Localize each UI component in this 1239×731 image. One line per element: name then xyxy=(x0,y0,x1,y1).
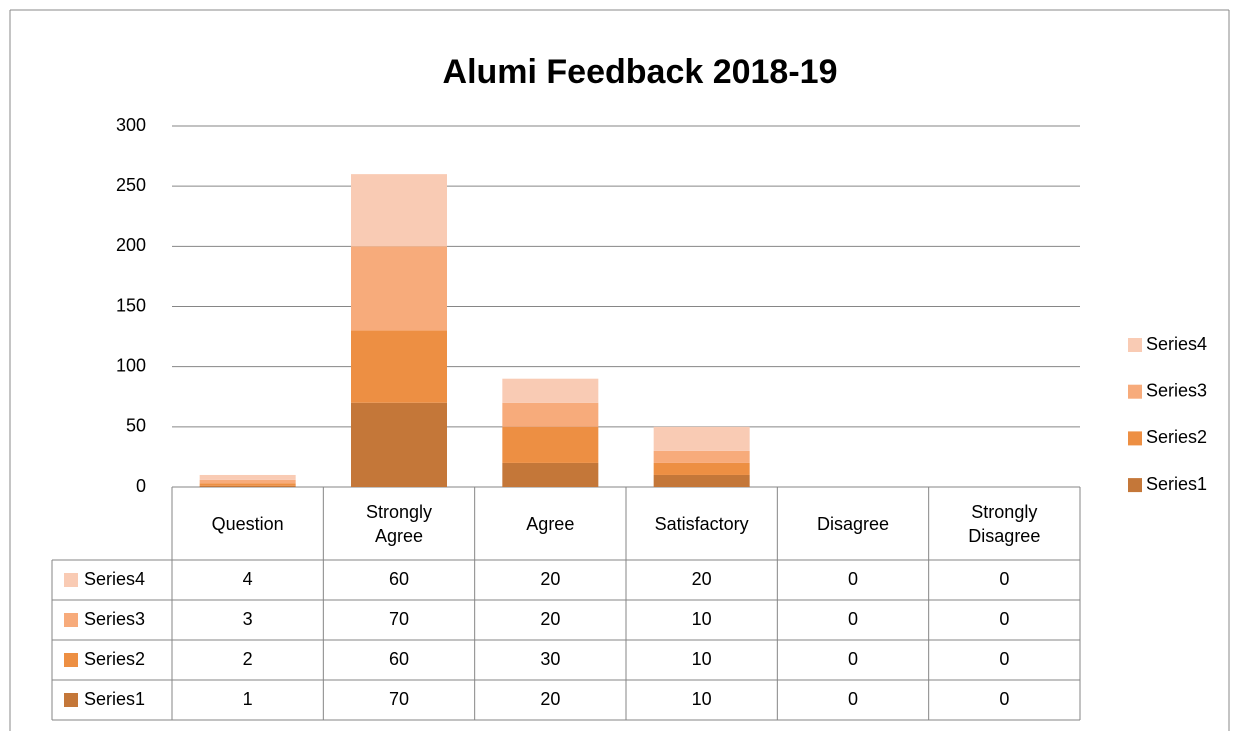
table-cell: 10 xyxy=(692,689,712,709)
y-tick-label: 50 xyxy=(126,416,146,436)
legend-swatch xyxy=(1128,431,1142,446)
x-tick-label: Disagree xyxy=(816,513,890,534)
legend-label: Series2 xyxy=(1146,427,1207,447)
bar-segment xyxy=(502,402,599,427)
table-cell: 10 xyxy=(692,649,712,669)
legend-swatch xyxy=(1128,478,1142,493)
table-cell: 20 xyxy=(692,569,712,589)
x-tick-label: Agree xyxy=(526,513,575,534)
table-swatch xyxy=(64,573,78,587)
table-swatch xyxy=(64,653,78,667)
table-series-name: Series1 xyxy=(84,689,145,709)
table-cell: 0 xyxy=(999,609,1009,629)
bar-segment xyxy=(653,462,750,475)
table-cell: 0 xyxy=(848,609,858,629)
x-tick-label: Satisfactory xyxy=(654,513,749,534)
legend-label: Series1 xyxy=(1146,474,1207,494)
table-cell: 10 xyxy=(692,609,712,629)
x-tick-label: Question xyxy=(211,513,284,534)
table-cell: 0 xyxy=(848,569,858,589)
table-cell: 0 xyxy=(999,569,1009,589)
y-tick-label: 300 xyxy=(116,115,146,135)
table-cell: 70 xyxy=(389,609,409,629)
x-tick-label: Strongly Disagree xyxy=(968,501,1041,546)
bar-segment xyxy=(351,402,447,487)
table-cell: 0 xyxy=(999,649,1009,669)
bar-segment xyxy=(502,378,599,403)
bar-segment xyxy=(199,485,296,487)
bar-segment xyxy=(502,462,599,487)
bar-segment xyxy=(653,474,750,487)
table-cell: 3 xyxy=(243,609,253,629)
table-cell: 60 xyxy=(389,569,409,589)
table-cell: 30 xyxy=(540,649,560,669)
table-cell: 0 xyxy=(848,689,858,709)
table-cell: 70 xyxy=(389,689,409,709)
y-tick-label: 150 xyxy=(116,295,146,315)
bar-segment xyxy=(199,483,296,486)
table-cell: 60 xyxy=(389,649,409,669)
table-cell: 2 xyxy=(243,649,253,669)
y-tick-label: 100 xyxy=(116,355,146,375)
y-tick-label: 0 xyxy=(136,476,146,496)
x-tick-label: Strongly Agree xyxy=(365,501,433,546)
table-series-name: Series3 xyxy=(84,609,145,629)
table-cell: 20 xyxy=(540,609,560,629)
table-series-name: Series2 xyxy=(84,649,145,669)
legend-swatch xyxy=(1128,384,1142,399)
table-cell: 20 xyxy=(540,569,560,589)
y-tick-label: 200 xyxy=(116,235,146,255)
legend-label: Series3 xyxy=(1146,380,1207,400)
legend-swatch xyxy=(1128,338,1142,352)
bar-segment xyxy=(653,426,750,451)
bar-segment xyxy=(653,450,750,463)
legend-label: Series4 xyxy=(1146,334,1207,354)
table-swatch xyxy=(64,693,78,707)
table-cell: 1 xyxy=(243,689,253,709)
bar-segment xyxy=(351,174,447,247)
table-cell: 0 xyxy=(999,689,1009,709)
table-cell: 0 xyxy=(848,649,858,669)
table-cell: 20 xyxy=(540,689,560,709)
y-tick-label: 250 xyxy=(116,175,146,195)
bar-segment xyxy=(351,330,447,403)
chart-title: Alumi Feedback 2018-19 xyxy=(443,53,838,91)
table-cell: 4 xyxy=(243,569,253,589)
bar-segment xyxy=(199,474,296,480)
bar-segment xyxy=(199,479,296,484)
bar-segment xyxy=(351,246,447,331)
table-swatch xyxy=(64,613,78,627)
bar-segment xyxy=(502,426,599,463)
table-series-name: Series4 xyxy=(84,569,145,589)
